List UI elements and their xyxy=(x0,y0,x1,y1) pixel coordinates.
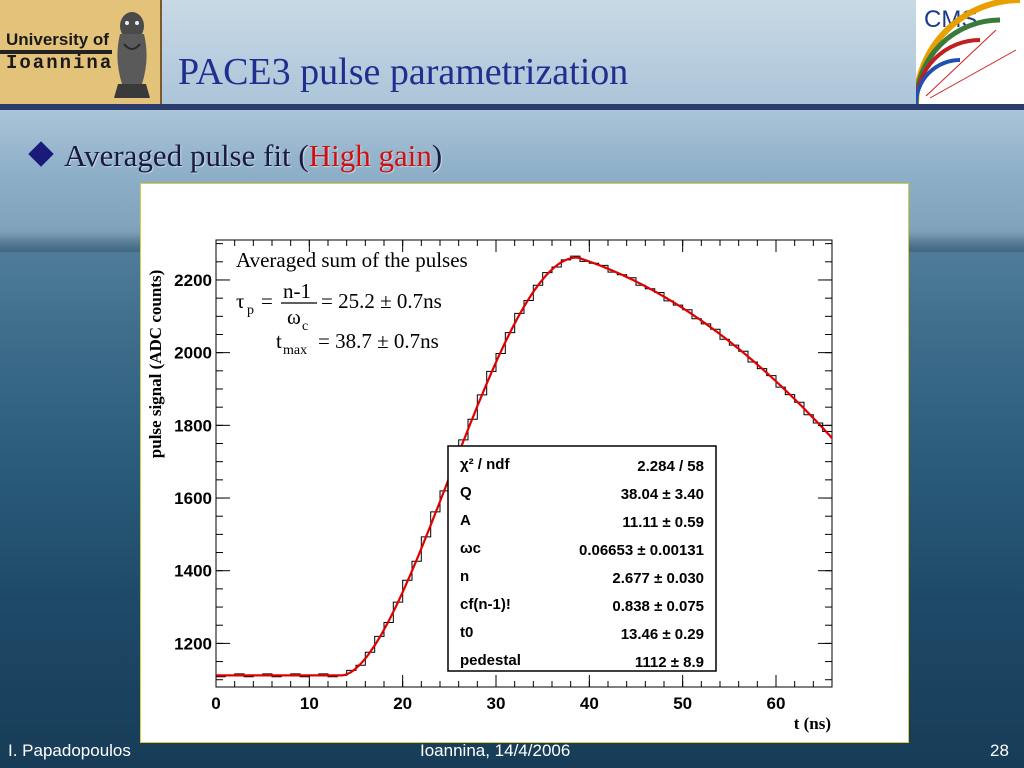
slide-number: 28 xyxy=(990,741,1009,760)
footer-location-date: Ioannina, 14/4/2006 xyxy=(420,741,571,760)
stats-param-name: A xyxy=(460,512,471,529)
stats-param-name: Q xyxy=(460,484,472,501)
bullet-suffix: ) xyxy=(431,138,443,173)
fraction-numerator: n-1 xyxy=(283,279,311,303)
cms-detector-icon xyxy=(916,0,1021,104)
y-tick-label: 1400 xyxy=(174,562,212,581)
y-tick-label: 2200 xyxy=(174,271,212,290)
owl-statue-icon xyxy=(114,12,150,98)
stats-param-name: ωc xyxy=(460,540,481,557)
bullet-highlight: High gain xyxy=(308,138,432,173)
diamond-bullet-icon xyxy=(28,141,54,167)
bullet-point: Averaged pulse fit (High gain) xyxy=(28,138,443,174)
stats-param-value: 2.677 ± 0.030 xyxy=(612,570,704,587)
stats-param-name: n xyxy=(460,568,469,585)
cms-logo: CMS xyxy=(916,0,1024,104)
slide-header: University of Ioannina PACE3 pulse param… xyxy=(0,0,1024,110)
logo-text-line2: Ioannina xyxy=(6,52,114,74)
stats-param-value: 0.838 ± 0.075 xyxy=(612,598,704,615)
x-tick-label: 10 xyxy=(300,694,319,713)
plot-frame: 0 10 20 30 40 50 60 1200 1400 1600 1800 2000 2200 t … xyxy=(140,183,909,743)
stats-param-value: 13.46 ± 0.29 xyxy=(621,626,704,643)
logo-text-line1: University of xyxy=(6,30,109,49)
tau-subscript: p xyxy=(247,303,254,318)
tmax-value: = 38.7 ± 0.7ns xyxy=(318,329,439,353)
university-logo: University of Ioannina xyxy=(0,0,162,104)
fit-curve-group xyxy=(216,256,833,677)
page-title: PACE3 pulse parametrization xyxy=(178,51,629,93)
y-tick-label: 1600 xyxy=(174,489,212,508)
tmax-subscript: max xyxy=(283,343,307,358)
stats-param-name: cf(n-1)! xyxy=(460,596,511,613)
y-tick-label: 1800 xyxy=(174,416,212,435)
stats-param-name: t0 xyxy=(460,624,473,641)
fit-curve-line xyxy=(216,256,833,677)
axis-ticks: 0 10 20 30 40 50 60 1200 1400 1600 1800 2000 2200 xyxy=(174,240,833,713)
stats-param-name: pedestal xyxy=(460,652,521,669)
fraction-denominator-symbol: ω xyxy=(287,305,301,329)
tau-equals: = xyxy=(261,289,273,313)
tau-value: = 25.2 ± 0.7ns xyxy=(321,289,442,313)
x-tick-label: 50 xyxy=(673,694,692,713)
tmax-symbol: t xyxy=(276,329,282,353)
y-axis-label: pulse signal (ADC counts) xyxy=(146,270,165,458)
tau-formula: τ p = n-1 ω c = 25.2 ± 0.7ns t max = 38.… xyxy=(236,279,442,358)
y-tick-label: 1200 xyxy=(174,634,212,653)
fraction-denominator-subscript: c xyxy=(302,319,308,334)
y-tick-label: 2000 xyxy=(174,344,212,363)
stats-param-value: 1112 ± 8.9 xyxy=(635,654,704,671)
x-tick-label: 0 xyxy=(211,694,220,713)
x-tick-label: 20 xyxy=(393,694,412,713)
x-tick-label: 40 xyxy=(580,694,599,713)
x-axis-label: t (ns) xyxy=(794,714,831,733)
stats-param-name: χ² / ndf xyxy=(460,456,510,473)
stats-box-border xyxy=(447,445,717,672)
fit-stats-box: χ² / ndf 2.284 / 58 Q 38.04 ± 3.40 A 11.11 ± … xyxy=(447,445,717,672)
x-tick-label: 30 xyxy=(487,694,506,713)
stats-param-value: 38.04 ± 3.40 xyxy=(621,486,704,503)
logo-divider xyxy=(0,50,112,54)
bullet-prefix: Averaged pulse fit ( xyxy=(64,138,309,173)
header-divider xyxy=(0,104,1024,110)
stats-param-value: 0.06653 ± 0.00131 xyxy=(579,542,704,559)
stats-param-value: 11.11 ± 0.59 xyxy=(622,514,704,531)
stats-rows: χ² / ndf 2.284 / 58 Q 38.04 ± 3.40 A 11.11 ± … xyxy=(460,456,704,671)
x-tick-label: 60 xyxy=(767,694,786,713)
pulse-chart: 0 10 20 30 40 50 60 1200 1400 1600 1800 2000 2200 t … xyxy=(146,239,833,733)
stats-param-value: 2.284 / 58 xyxy=(637,458,704,475)
annotation-title: Averaged sum of the pulses xyxy=(236,248,468,272)
tau-symbol: τ xyxy=(236,289,244,313)
footer-author: I. Papadopoulos xyxy=(8,741,131,760)
